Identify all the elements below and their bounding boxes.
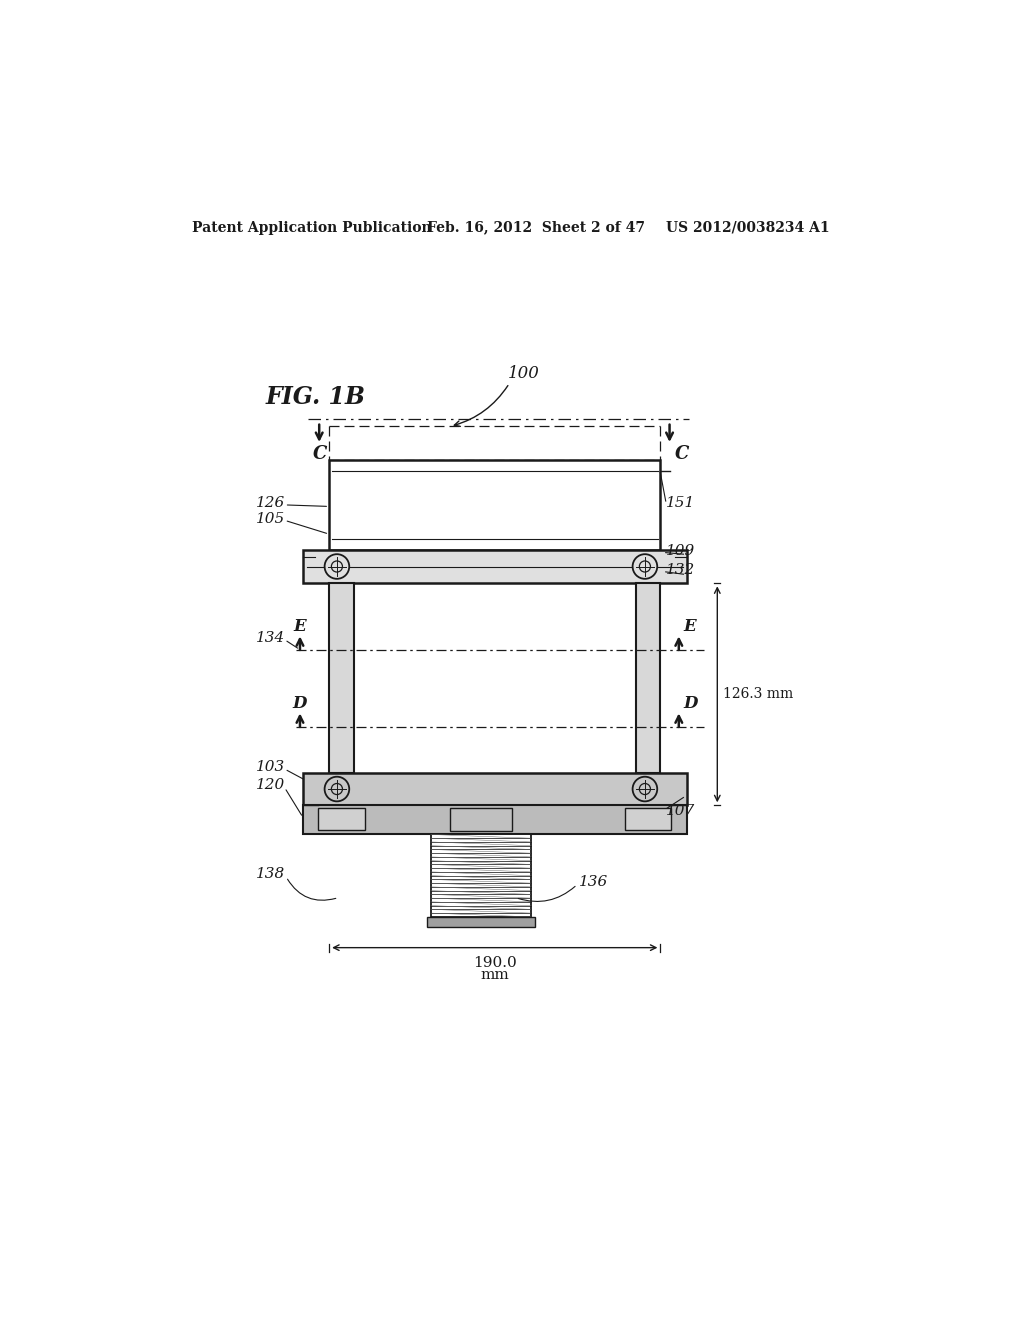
Text: 105: 105 [256,512,286,525]
Text: Feb. 16, 2012  Sheet 2 of 47: Feb. 16, 2012 Sheet 2 of 47 [427,220,645,235]
Bar [636,583,660,774]
Text: US 2012/0038234 A1: US 2012/0038234 A1 [666,220,829,235]
Bar [427,917,535,927]
Bar [303,549,686,583]
Text: 138: 138 [256,867,286,882]
Text: 132: 132 [666,564,695,577]
Text: 100: 100 [508,366,540,383]
Bar [303,805,686,834]
Bar [330,461,660,549]
Text: 136: 136 [579,875,608,890]
Text: E: E [683,618,696,635]
Text: 190.0: 190.0 [473,956,517,970]
Text: mm: mm [480,969,509,982]
Bar [330,583,354,774]
Text: C: C [675,445,689,463]
Text: D: D [683,696,697,711]
Text: D: D [292,696,306,711]
Text: Patent Application Publication: Patent Application Publication [193,220,432,235]
Text: FIG. 1B: FIG. 1B [265,385,366,409]
Bar [318,808,365,830]
Text: 126.3 mm: 126.3 mm [724,688,794,701]
Text: 134: 134 [256,631,286,645]
Bar [431,834,531,917]
Text: 120: 120 [256,779,286,792]
Bar [303,774,686,805]
Text: 126: 126 [256,496,286,511]
Text: 109: 109 [666,544,695,558]
Bar [451,808,512,832]
Bar [625,808,671,830]
Text: C: C [313,445,328,463]
Text: 107: 107 [666,804,695,818]
Text: 151: 151 [666,496,695,511]
Text: E: E [294,618,306,635]
Text: 103: 103 [256,760,286,774]
